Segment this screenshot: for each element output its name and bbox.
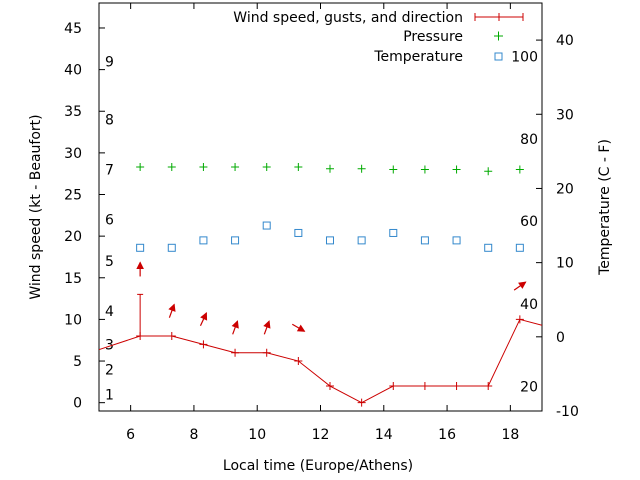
wind-speed-point	[420, 382, 429, 391]
pressure-point	[167, 163, 176, 172]
beaufort-label: 2	[105, 362, 114, 378]
y-left-tick-label: 45	[64, 21, 82, 37]
pressure-point	[420, 165, 429, 174]
fahrenheit-label: 20	[520, 380, 538, 396]
legend-temperature-label: Temperature	[373, 49, 463, 65]
wind-speed-point	[262, 348, 271, 357]
wind-speed-point	[199, 340, 208, 349]
y-left-tick-label: 15	[64, 271, 82, 287]
wind-direction-arrow	[136, 261, 144, 277]
pressure-point	[484, 167, 493, 176]
temperature-point	[452, 236, 461, 245]
wind-speed-point	[484, 382, 493, 391]
temperature-point	[231, 236, 240, 245]
wind-direction-arrow	[513, 281, 527, 291]
y-right-tick-label: 30	[556, 107, 574, 123]
beaufort-label: 8	[105, 113, 114, 129]
y-right-tick-label: 40	[556, 33, 574, 49]
wind-speed-point	[357, 398, 366, 407]
x-tick-label: 8	[189, 427, 198, 443]
wind-speed-point	[231, 348, 240, 357]
beaufort-label: 5	[105, 254, 114, 270]
y-left-tick-label: 10	[64, 312, 82, 328]
fahrenheit-label: 100	[511, 49, 538, 65]
pressure-point	[515, 165, 524, 174]
temperature-point	[167, 243, 176, 252]
wind-speed-point	[294, 357, 303, 366]
fahrenheit-label: 40	[520, 297, 538, 313]
wind-direction-arrow	[231, 320, 239, 335]
legend-wind-label: Wind speed, gusts, and direction	[233, 10, 463, 26]
y-axis-left-label: Wind speed (kt - Beaufort)	[28, 114, 44, 299]
legend: Wind speed, gusts, and direction Pressur…	[233, 10, 524, 65]
temperature-point	[357, 236, 366, 245]
pressure-point	[231, 163, 240, 172]
temperature-point	[389, 228, 398, 237]
wind-speed-point	[325, 382, 334, 391]
fahrenheit-label: 80	[520, 132, 538, 148]
temperature-point	[325, 236, 334, 245]
wind-speed-point	[515, 315, 524, 324]
pressure-point	[136, 163, 145, 172]
pressure-point	[294, 163, 303, 172]
wind-direction-arrow	[168, 303, 176, 318]
temperature-point	[515, 243, 524, 252]
fahrenheit-label: 60	[520, 214, 538, 230]
x-tick-label: 14	[375, 427, 393, 443]
beaufort-label: 4	[105, 304, 114, 320]
legend-wind-key	[474, 13, 524, 21]
legend-pressure-label: Pressure	[403, 29, 463, 45]
y-right-tick-label: 10	[556, 256, 574, 272]
legend-temperature-key	[494, 52, 503, 61]
y-right-tick-label: 0	[556, 330, 565, 346]
y-axis-right-label: Temperature (C - F)	[597, 139, 613, 276]
temperature-point	[484, 243, 493, 252]
x-tick-label: 10	[248, 427, 266, 443]
pressure-point	[357, 164, 366, 173]
pressure-point	[262, 163, 271, 172]
y-left-tick-label: 35	[64, 104, 82, 120]
wind-speed-point	[167, 332, 176, 341]
beaufort-label: 9	[105, 54, 114, 70]
y-right-tick-label: 20	[556, 181, 574, 197]
wind-direction-arrow	[291, 323, 306, 332]
wind-direction-arrow	[199, 312, 208, 327]
wind-speed-line	[99, 318, 542, 404]
y-left-tick-label: 30	[64, 146, 82, 162]
x-tick-label: 18	[501, 427, 519, 443]
wind-gust-bar	[137, 293, 144, 337]
x-tick-label: 16	[438, 427, 456, 443]
y-left-tick-label: 25	[64, 188, 82, 204]
x-tick-label: 6	[126, 427, 135, 443]
legend-pressure-key	[494, 31, 503, 41]
temperature-point	[199, 236, 208, 245]
temperature-point	[294, 228, 303, 237]
beaufort-label: 3	[105, 337, 114, 353]
pressure-point	[199, 163, 208, 172]
pressure-point	[389, 165, 398, 174]
x-axis-label: Local time (Europe/Athens)	[223, 458, 413, 474]
temperature-point	[136, 243, 145, 252]
wind-speed-point	[389, 382, 398, 391]
y-right-tick-label: -10	[556, 404, 579, 420]
pressure-point	[325, 164, 334, 173]
beaufort-label: 1	[105, 387, 114, 403]
x-tick-label: 12	[312, 427, 330, 443]
temperature-point	[262, 221, 271, 230]
beaufort-label: 6	[105, 212, 114, 228]
temperature-point	[420, 236, 429, 245]
wind-direction-arrow	[263, 320, 271, 335]
beaufort-label: 7	[105, 163, 114, 179]
y-left-tick-label: 0	[73, 396, 82, 412]
pressure-point	[452, 165, 461, 174]
y-left-tick-label: 20	[64, 229, 82, 245]
y-left-tick-label: 40	[64, 63, 82, 79]
plot-frame	[98, 2, 543, 412]
y-left-tick-label: 5	[73, 354, 82, 370]
wind-speed-point	[452, 382, 461, 391]
